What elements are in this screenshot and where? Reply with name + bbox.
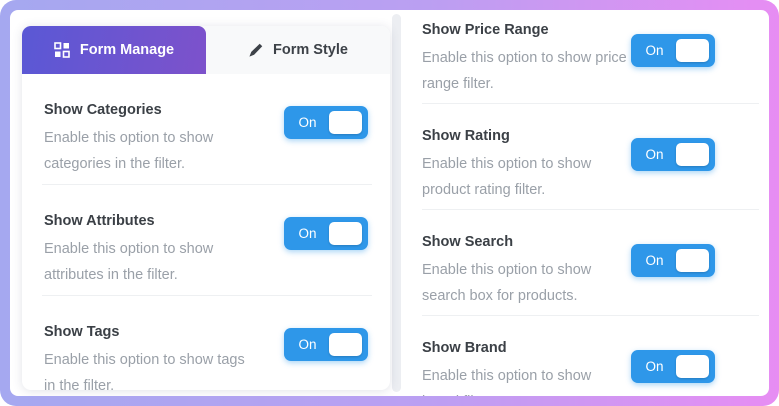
pen-icon: [248, 43, 263, 58]
setting-row-show-brand: Show Brand Enable this option to show br…: [422, 316, 769, 396]
toggle-knob: [676, 143, 709, 166]
divider: [42, 184, 372, 185]
toggle-state-label: On: [298, 115, 317, 130]
setting-title: Show Rating: [422, 128, 510, 144]
setting-description: Enable this option to show brand filter.: [422, 368, 592, 396]
toggle-state-label: On: [298, 337, 317, 352]
toggle-knob: [676, 39, 709, 62]
setting-description: Enable this option to show product ratin…: [422, 156, 592, 198]
divider: [42, 295, 372, 296]
settings-panel: Form Manage Form Style Show Categories E…: [10, 10, 769, 396]
tab-label: Form Style: [273, 42, 348, 58]
left-panel: Form Manage Form Style Show Categories E…: [10, 10, 392, 396]
setting-description: Enable this option to show price range f…: [422, 50, 627, 92]
toggle-knob: [329, 111, 362, 134]
tab-label: Form Manage: [79, 42, 175, 58]
toggle-switch-show-search[interactable]: On: [631, 244, 715, 277]
setting-title: Show Price Range: [422, 22, 549, 38]
setting-row-show-rating: Show Rating Enable this option to show p…: [422, 104, 769, 209]
setting-title: Show Attributes: [44, 213, 155, 229]
toggle-switch-show-rating[interactable]: On: [631, 138, 715, 171]
setting-title: Show Categories: [44, 102, 162, 118]
toggle-switch-show-tags[interactable]: On: [284, 328, 368, 361]
form-manage-card: Form Manage Form Style Show Categories E…: [22, 26, 390, 390]
toggle-state-label: On: [298, 226, 317, 241]
toggle-state-label: On: [645, 43, 664, 58]
setting-title: Show Search: [422, 234, 514, 250]
toggle-switch-show-brand[interactable]: On: [631, 350, 715, 383]
setting-row-show-tags: Show Tags Enable this option to show tag…: [22, 296, 390, 390]
setting-row-show-search: Show Search Enable this option to show s…: [422, 210, 769, 315]
toggle-switch-show-categories[interactable]: On: [284, 106, 368, 139]
setting-description: Enable this option to show search box fo…: [422, 262, 592, 304]
toggle-switch-show-price-range[interactable]: On: [631, 34, 715, 67]
divider: [422, 315, 759, 316]
setting-row-show-attributes: Show Attributes Enable this option to sh…: [22, 185, 390, 295]
tab-form-manage[interactable]: Form Manage: [22, 26, 206, 74]
toggle-knob: [676, 249, 709, 272]
setting-row-show-price-range: Show Price Range Enable this option to s…: [422, 10, 769, 103]
toggle-knob: [329, 222, 362, 245]
setting-description: Enable this option to show attributes in…: [44, 241, 214, 283]
toggle-state-label: On: [645, 359, 664, 374]
tab-form-style[interactable]: Form Style: [206, 26, 390, 74]
setting-description: Enable this option to show categories in…: [44, 130, 214, 172]
toggle-state-label: On: [645, 253, 664, 268]
vertical-scrollbar[interactable]: [392, 14, 401, 392]
toggle-state-label: On: [645, 147, 664, 162]
tab-bar: Form Manage Form Style: [22, 26, 390, 74]
dashboard-icon: [54, 42, 70, 58]
setting-title: Show Tags: [44, 324, 120, 340]
setting-title: Show Brand: [422, 340, 507, 356]
divider: [422, 209, 759, 210]
toggle-switch-show-attributes[interactable]: On: [284, 217, 368, 250]
setting-description: Enable this option to show tags in the f…: [44, 352, 245, 390]
divider: [422, 103, 759, 104]
setting-row-show-categories: Show Categories Enable this option to sh…: [22, 74, 390, 184]
right-panel: Show Price Range Enable this option to s…: [401, 10, 769, 396]
toggle-knob: [329, 333, 362, 356]
toggle-knob: [676, 355, 709, 378]
